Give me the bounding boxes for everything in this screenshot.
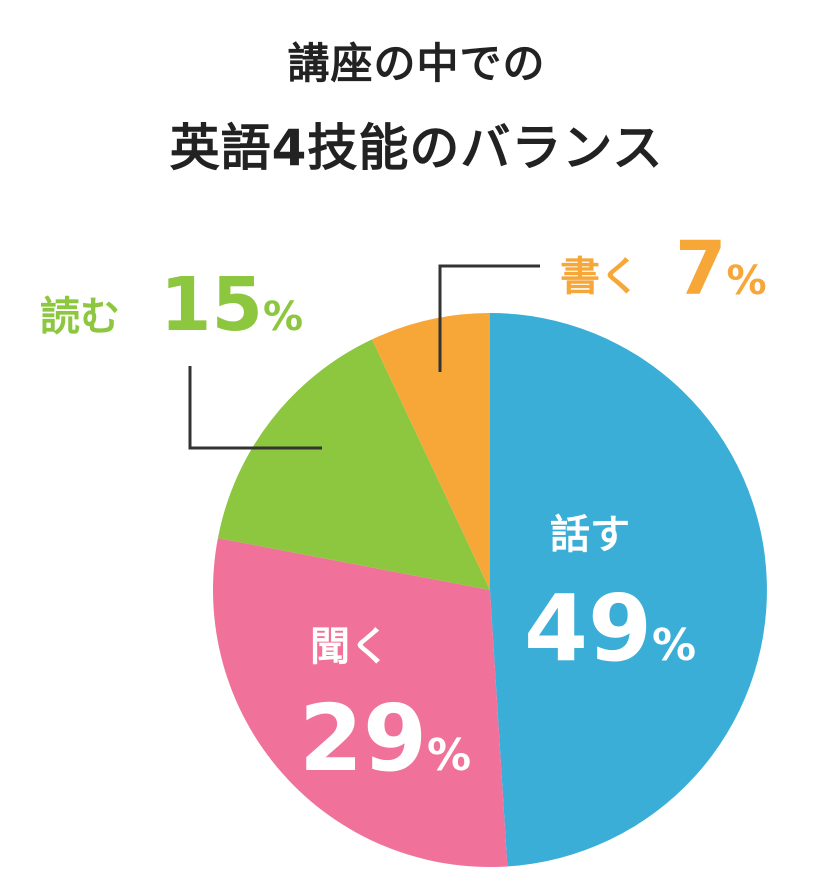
chart-title-line-2: 英語4技能のバランス	[169, 119, 664, 177]
slice-percent-listen-unit: %	[427, 730, 471, 781]
pie-slices	[213, 313, 767, 867]
slice-percent-write: 7%	[675, 226, 767, 312]
pie-slice-listen	[213, 538, 508, 867]
slice-percent-write-value: 7	[675, 226, 727, 312]
slice-percent-read-value: 15	[160, 262, 263, 348]
slice-label-read: 読む	[40, 294, 120, 340]
slice-percent-listen-value: 29	[299, 685, 427, 792]
pie-slice-speak	[490, 313, 767, 867]
pie-slice-write	[372, 313, 490, 590]
slice-percent-speak-value: 49	[524, 575, 652, 682]
slice-percent-read-unit: %	[263, 294, 303, 340]
slice-percent-write-unit: %	[727, 258, 767, 304]
pie-slice-read	[217, 339, 490, 590]
slice-percent-speak-unit: %	[652, 620, 696, 671]
slice-label-speak: 話す	[550, 512, 630, 558]
leader-line-write	[438, 264, 540, 372]
chart-title-line-1: 講座の中での	[287, 39, 546, 88]
slice-percent-read: 15%	[160, 262, 303, 348]
slice-label-listen: 聞く	[310, 624, 390, 670]
slice-percent-listen: 29%	[299, 685, 471, 792]
slice-label-write: 書く	[560, 254, 640, 300]
slice-percent-speak: 49%	[524, 575, 696, 682]
leader-line-read	[188, 366, 322, 450]
